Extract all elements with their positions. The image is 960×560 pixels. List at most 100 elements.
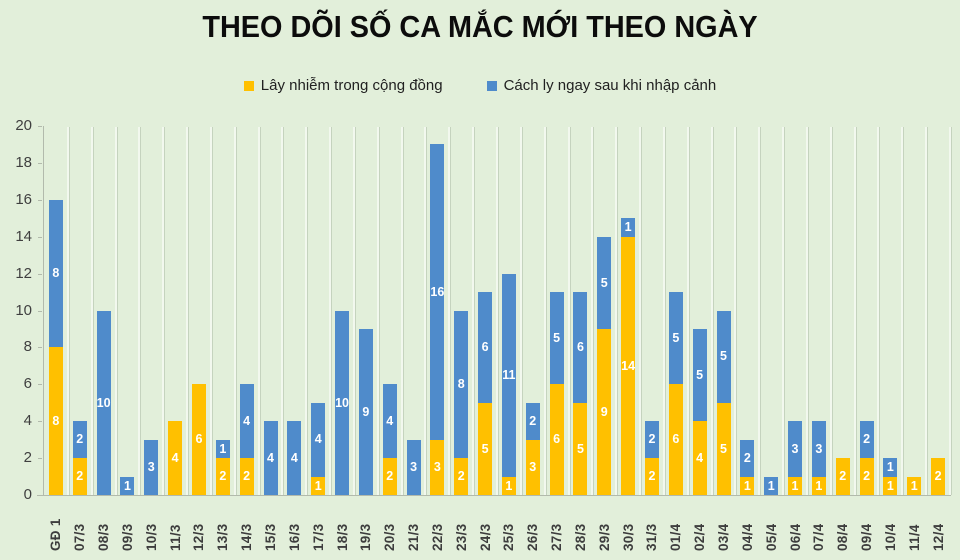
- bar-segment-community: 5: [573, 402, 588, 495]
- vertical-gridline: [376, 127, 379, 495]
- bar-segment-quarantine: 6: [573, 292, 588, 403]
- x-tick-label: 25/3: [499, 501, 519, 551]
- x-tick-label-text: 24/3: [477, 523, 493, 551]
- x-tick-label-text: 27/3: [549, 523, 565, 551]
- x-tick-label: 15/3: [261, 501, 281, 551]
- x-tick-label-text: 20/3: [382, 523, 398, 551]
- y-axis-tick: [38, 162, 42, 164]
- vertical-gridline: [233, 127, 236, 495]
- bar-value-label: 2: [386, 469, 394, 484]
- bar-value-label: 4: [267, 450, 274, 465]
- bar-value-label: 5: [672, 330, 680, 345]
- bar-value-label: 14: [621, 358, 636, 373]
- bar-value-label: 9: [600, 404, 608, 419]
- y-tick-label: 10: [15, 301, 32, 319]
- bar-segment-community: 8: [48, 347, 63, 495]
- bar-value-label: 2: [648, 469, 656, 484]
- vertical-gridline: [758, 127, 761, 495]
- bar-value-label: 10: [96, 395, 111, 410]
- bar-value-label: 5: [600, 275, 608, 290]
- bar-value-label: 2: [863, 432, 871, 447]
- x-tick-label-text: 08/3: [96, 523, 112, 551]
- bar-value-label: 1: [886, 478, 894, 493]
- bar-value-label: 1: [743, 478, 751, 493]
- y-axis-tick: [38, 199, 42, 201]
- legend-swatch-community-icon: [243, 80, 254, 91]
- bar-segment-community: 1: [907, 476, 922, 495]
- y-tick-label: 6: [23, 375, 32, 393]
- bar-value-label: 2: [457, 469, 465, 484]
- bar-segment-community: 2: [454, 458, 469, 495]
- x-tick-label: GĐ 1: [46, 501, 66, 551]
- bar-segment-quarantine: 4: [311, 402, 326, 477]
- x-tick-label: 19/3: [356, 501, 376, 551]
- bar-segment-quarantine: 2: [859, 421, 874, 459]
- bar-segment-community: 4: [692, 421, 707, 495]
- bar-value-label: 3: [791, 441, 799, 456]
- bar-segment-quarantine: 2: [644, 421, 659, 459]
- bar-value-label: 10: [335, 395, 349, 410]
- bar-value-label: 1: [910, 478, 918, 493]
- vertical-gridline: [543, 127, 546, 495]
- bar-segment-quarantine: 1: [215, 439, 230, 459]
- bar-segment-community: 2: [835, 458, 850, 495]
- bar-value-label: 4: [386, 413, 394, 428]
- bar-value-label: 3: [529, 460, 537, 475]
- x-tick-label-text: 04/4: [739, 523, 755, 551]
- bar-value-label: 2: [743, 450, 751, 465]
- x-tick-label: 30/3: [618, 501, 638, 551]
- x-tick-label: 08/3: [94, 501, 114, 551]
- bar-value-label: 2: [934, 469, 942, 484]
- vertical-gridline: [424, 127, 427, 495]
- x-tick-label-text: 12/3: [191, 523, 207, 551]
- bar-segment-quarantine: 5: [597, 236, 612, 329]
- x-tick-label: 12/4: [928, 501, 948, 551]
- x-tick-label-text: 22/3: [429, 523, 445, 551]
- bar-segment-quarantine: 9: [358, 328, 373, 495]
- vertical-gridline: [90, 127, 93, 495]
- bar-value-label: 5: [720, 441, 727, 456]
- vertical-gridline: [352, 127, 355, 495]
- x-tick-label: 08/4: [833, 501, 853, 551]
- bar-value-label: 5: [720, 349, 727, 364]
- x-tick-label: 29/3: [594, 501, 614, 551]
- x-tick-label-text: GĐ 1: [48, 518, 64, 551]
- x-tick-label: 07/3: [70, 501, 90, 551]
- x-tick-label-text: 11/4: [906, 524, 922, 551]
- x-tick-label-text: 29/3: [596, 523, 612, 551]
- y-tick-label: 14: [15, 227, 32, 245]
- bar-value-label: 4: [171, 450, 179, 465]
- chart-title: THEO DÕI SỐ CA MẮC MỚI THEO NGÀY: [202, 9, 758, 44]
- vertical-gridline: [329, 127, 332, 495]
- bar-value-label: 1: [314, 478, 322, 493]
- bar-segment-quarantine: 3: [406, 439, 421, 495]
- y-tick-label: 18: [15, 153, 32, 171]
- vertical-gridline: [877, 127, 880, 495]
- bar-segment-community: 6: [668, 384, 683, 495]
- vertical-gridline: [615, 127, 618, 495]
- vertical-gridline: [639, 127, 642, 495]
- x-tick-label: 17/3: [308, 501, 328, 551]
- bar-value-label: 16: [430, 284, 445, 299]
- x-tick-label: 16/3: [284, 501, 304, 551]
- vertical-gridline: [949, 127, 951, 495]
- y-axis-tick: [38, 236, 42, 238]
- bar-segment-community: 4: [168, 421, 183, 495]
- bar-segment-community: 5: [478, 402, 493, 495]
- bar-value-label: 4: [243, 413, 251, 428]
- vertical-gridline: [114, 127, 117, 495]
- bar-segment-community: 2: [239, 458, 254, 495]
- x-tick-label: 24/3: [475, 501, 495, 551]
- bar-segment-community: 14: [621, 236, 636, 495]
- bar-segment-quarantine: 2: [525, 402, 540, 440]
- bar-segment-quarantine: 2: [72, 421, 87, 459]
- bar-value-label: 6: [576, 340, 584, 355]
- bar-segment-quarantine: 5: [692, 328, 707, 422]
- x-tick-label-text: 07/3: [72, 523, 88, 551]
- bar-segment-community: 1: [811, 476, 826, 495]
- bar-segment-quarantine: 4: [263, 421, 278, 495]
- x-tick-label-text: 15/3: [263, 523, 278, 551]
- y-axis-tick: [38, 310, 42, 312]
- bar-segment-quarantine: 11: [501, 273, 516, 477]
